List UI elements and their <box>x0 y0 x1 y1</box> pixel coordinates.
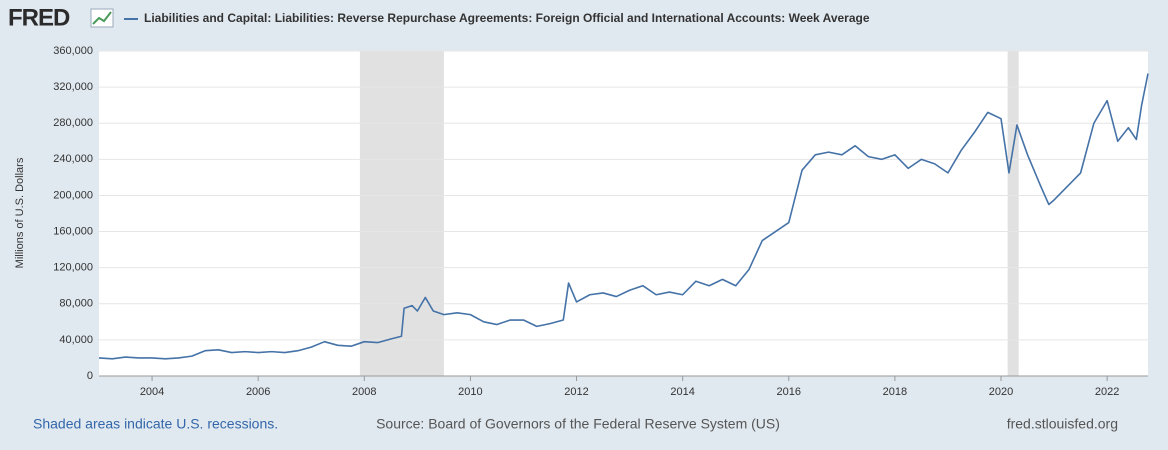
site-url: fred.stlouisfed.org <box>1007 416 1118 432</box>
plot-area <box>99 51 1148 376</box>
y-tick-label: 80,000 <box>59 298 93 310</box>
x-tick-label: 2012 <box>564 386 588 398</box>
recession-note: Shaded areas indicate U.S. recessions. <box>33 416 278 432</box>
y-tick-label: 240,000 <box>53 153 93 165</box>
y-tick-label: 40,000 <box>59 334 93 346</box>
x-tick-label: 2010 <box>458 386 482 398</box>
logo-icon <box>90 8 114 28</box>
x-tick-label: 2018 <box>883 386 907 398</box>
y-tick-label: 120,000 <box>53 262 93 274</box>
y-tick-label: 360,000 <box>53 45 93 57</box>
legend-label: Liabilities and Capital: Liabilities: Re… <box>144 11 870 25</box>
x-tick-label: 2014 <box>670 386 694 398</box>
x-tick-label: 2020 <box>989 386 1013 398</box>
x-tick-label: 2022 <box>1095 386 1119 398</box>
series-line <box>98 73 1149 360</box>
recession-band <box>359 51 444 376</box>
y-tick-label: 280,000 <box>53 117 93 129</box>
logo: FRED <box>8 4 70 31</box>
y-axis-label: Millions of U.S. Dollars <box>14 157 26 268</box>
x-tick-label: 2016 <box>777 386 801 398</box>
y-tick-label: 320,000 <box>53 81 93 93</box>
y-tick-label: 200,000 <box>53 189 93 201</box>
x-tick-label: 2004 <box>140 386 164 398</box>
x-tick-label: 2008 <box>352 386 376 398</box>
y-tick-label: 0 <box>87 370 93 382</box>
source-note: Source: Board of Governors of the Federa… <box>376 416 780 432</box>
x-tick-label: 2006 <box>246 386 270 398</box>
recession-band <box>1007 51 1019 376</box>
y-tick-label: 160,000 <box>53 225 93 237</box>
